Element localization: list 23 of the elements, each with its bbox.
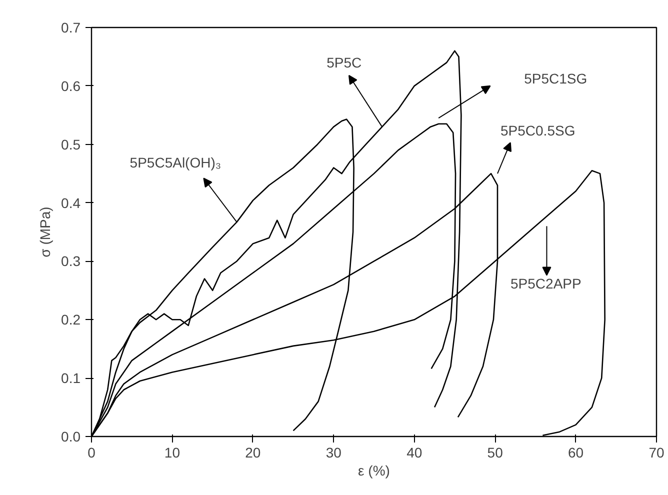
annotation: 5P5C2APP — [510, 275, 582, 292]
y-tick-label: 0.5 — [61, 136, 81, 152]
x-tick-label: 60 — [568, 444, 584, 460]
annotation: 5P5C1SG — [524, 70, 588, 86]
y-tick-label: 0.6 — [61, 78, 81, 94]
y-tick-label: 0.1 — [61, 370, 81, 386]
annotation: 5P5C5Al(OH)₃ — [130, 154, 222, 170]
x-tick-label: 0 — [88, 444, 96, 460]
x-tick-label: 20 — [245, 444, 261, 460]
y-tick-label: 0.4 — [61, 194, 81, 211]
annotation: 5P5C — [326, 54, 362, 71]
annotation: 5P5C0.5SG — [500, 122, 576, 138]
x-tick-label: 30 — [326, 444, 342, 460]
y-tick-label: 0.7 — [61, 20, 81, 36]
x-tick-label: 50 — [487, 444, 504, 460]
y-axis-title: σ (MPa) — [37, 206, 54, 258]
y-tick-label: 0.0 — [61, 428, 81, 444]
x-tick-label: 10 — [164, 444, 180, 460]
x-axis-title: ε (%) — [358, 462, 390, 478]
y-tick-label: 0.2 — [61, 312, 81, 328]
x-tick-label: 70 — [648, 444, 664, 460]
x-tick-label: 40 — [406, 444, 422, 460]
y-tick-label: 0.3 — [61, 253, 81, 270]
